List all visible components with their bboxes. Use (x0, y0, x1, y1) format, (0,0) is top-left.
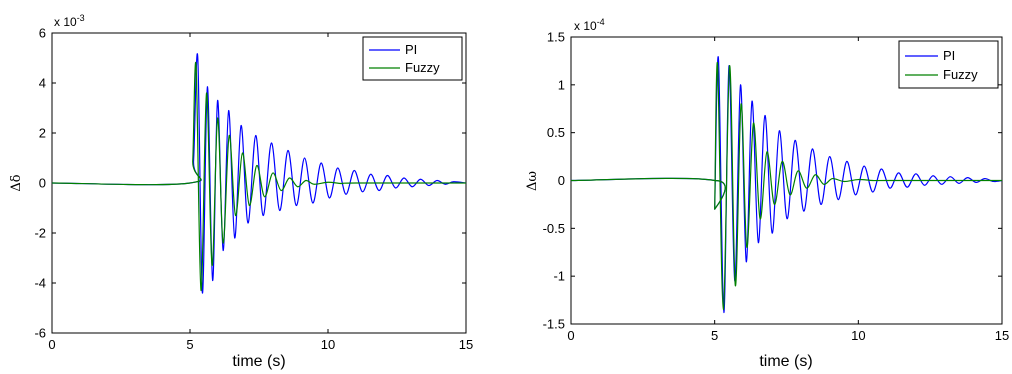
ytick-label-left-4: 2 (39, 126, 46, 141)
ytick-label-left-0: -6 (34, 326, 46, 341)
xtick-label-right-1: 5 (711, 328, 718, 343)
ytick-label-left-6: 6 (39, 26, 46, 41)
chart-right: 0 5 10 15 -1.5 -1 -0.5 0 0.5 1 1.5 x 10-4 time (s)… (525, 17, 1009, 370)
ytick-label-left-3: 0 (39, 176, 46, 191)
ytick-label-right-6: 1.5 (547, 30, 565, 45)
exponent-base-left: x 10 (54, 15, 77, 29)
chart-left: 0 5 10 15 -6 -4 -2 0 2 4 6 x 10-3 time (s) Δδ PI F… (9, 13, 473, 370)
legend-box-left (362, 36, 463, 81)
x-axis-label-right: time (s) (759, 353, 812, 370)
ytick-label-left-1: -4 (34, 276, 46, 291)
y-axis-label-left: Δδ (9, 174, 24, 191)
ytick-label-right-3: 0 (558, 173, 565, 188)
tick-group-left: 0 5 10 15 -6 -4 -2 0 2 4 6 (34, 26, 473, 353)
legend-text-pi-right: PI (943, 48, 955, 63)
xtick-label-right-3: 15 (995, 328, 1009, 343)
ytick-label-right-1: -1 (553, 269, 565, 284)
xtick-label-right-0: 0 (567, 328, 574, 343)
exponent-label-right: x 10-4 (574, 17, 605, 33)
series-group-right (570, 56, 1003, 314)
xtick-label-left-3: 15 (459, 337, 473, 352)
ytick-label-right-0: -1.5 (543, 317, 565, 332)
xtick-label-left-1: 5 (186, 337, 193, 352)
x-axis-label-left: time (s) (232, 353, 285, 370)
legend-text-fuzzy-right: Fuzzy (943, 67, 978, 82)
ytick-label-right-5: 1 (558, 77, 565, 92)
tick-group-right: 0 5 10 15 -1.5 -1 -0.5 0 0.5 1 1.5 (543, 30, 1010, 344)
legend-text-pi-left: PI (405, 42, 417, 57)
legend-left: PI Fuzzy (362, 36, 463, 81)
legend-text-fuzzy-left: Fuzzy (405, 60, 440, 75)
series-line-fuzzy-left (51, 61, 467, 292)
series-line-pi-left (51, 53, 467, 294)
legend-box-right (898, 40, 999, 89)
exponent-label-left: x 10-3 (54, 13, 85, 29)
ytick-label-right-4: 0.5 (547, 125, 565, 140)
ytick-label-right-2: -0.5 (543, 221, 565, 236)
exponent-base-right: x 10 (574, 19, 597, 33)
series-line-fuzzy-right (570, 61, 1002, 311)
exponent-power-left: -3 (77, 13, 85, 23)
legend-right: PI Fuzzy (898, 40, 999, 89)
ytick-label-left-5: 4 (39, 76, 46, 91)
y-axis-label-right: Δω (525, 171, 540, 191)
xtick-label-left-2: 10 (321, 337, 335, 352)
xtick-label-left-0: 0 (48, 337, 55, 352)
series-group-left (51, 53, 467, 294)
xtick-label-right-2: 10 (851, 328, 865, 343)
ytick-label-left-2: -2 (34, 226, 46, 241)
exponent-power-right: -4 (597, 17, 605, 27)
